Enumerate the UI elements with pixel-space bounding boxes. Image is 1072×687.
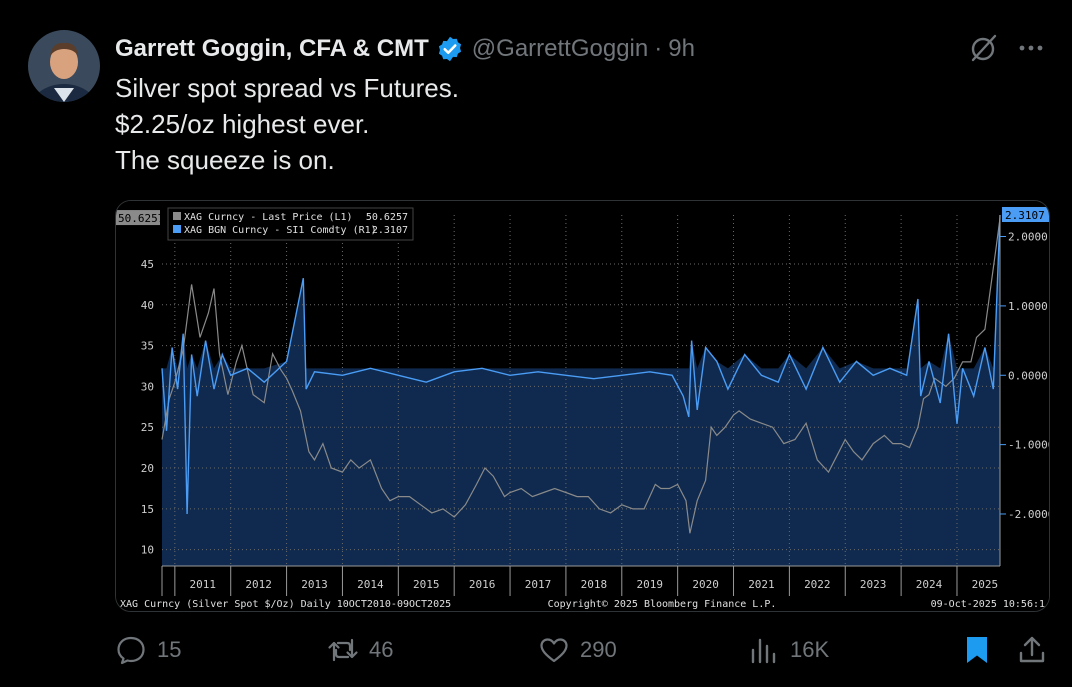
spread-area-fill <box>162 215 1000 566</box>
legend-swatch <box>173 225 181 233</box>
repost-button[interactable]: 46 <box>327 630 393 670</box>
left-value-badge-label: 50.6257 <box>118 212 164 225</box>
legend-entry-value: 2.3107 <box>372 225 408 236</box>
grok-icon[interactable] <box>968 32 1000 64</box>
footer-left-label: XAG Curncy (Silver Spot $/Oz) Daily 10OC… <box>120 599 451 610</box>
x-tick-label: 2014 <box>357 578 384 591</box>
left-tick-label: 25 <box>141 421 154 434</box>
author-avatar[interactable] <box>28 30 100 102</box>
author-name[interactable]: Garrett Goggin, CFA & CMT <box>115 35 429 62</box>
left-tick-label: 30 <box>141 380 154 393</box>
views-chart-icon <box>751 638 776 664</box>
right-tick-label: 1.0000 <box>1008 300 1048 313</box>
left-tick-label: 20 <box>141 462 154 475</box>
views-count: 16K <box>790 637 830 662</box>
avatar-image <box>28 30 100 102</box>
author-handle[interactable]: @GarrettGoggin <box>471 35 649 62</box>
x-tick-label: 2013 <box>301 578 328 591</box>
right-value-badge-label: 2.3107 <box>1005 209 1045 222</box>
repost-icon <box>328 638 358 662</box>
tweet-media-chart[interactable]: 1015202530354045-2.0000-1.00000.00001.00… <box>115 200 1050 612</box>
tweet-header: Garrett Goggin, CFA & CMT @GarrettGoggin… <box>115 32 695 66</box>
like-button[interactable]: 290 <box>538 630 617 670</box>
legend-swatch <box>173 212 181 220</box>
x-tick-label: 2025 <box>972 578 999 591</box>
legend-entry-value: 50.6257 <box>366 212 408 223</box>
x-tick-label: 2011 <box>190 578 217 591</box>
legend-entry-name: XAG BGN Curncy - SI1 Comdty (R1) <box>184 225 377 236</box>
left-tick-label: 45 <box>141 258 154 271</box>
right-value-badge <box>1002 207 1049 222</box>
legend-entry-name: XAG Curncy - Last Price (L1) <box>184 212 353 223</box>
repost-count: 46 <box>369 637 394 662</box>
reply-icon <box>117 636 145 665</box>
left-tick-label: 10 <box>141 544 154 557</box>
footer-copyright: Copyright© 2025 Bloomberg Finance L.P. <box>548 599 777 610</box>
views-button[interactable]: 16K <box>748 630 829 670</box>
x-tick-label: 2021 <box>748 578 775 591</box>
x-tick-label: 2019 <box>636 578 663 591</box>
x-tick-label: 2023 <box>860 578 887 591</box>
right-tick-label: 0.0000 <box>1008 369 1048 382</box>
x-tick-label: 2024 <box>916 578 943 591</box>
x-tick-label: 2017 <box>525 578 552 591</box>
x-tick-label: 2016 <box>469 578 496 591</box>
x-tick-label: 2015 <box>413 578 440 591</box>
series-line-last-price <box>161 218 1001 534</box>
x-tick-label: 2022 <box>804 578 831 591</box>
x-tick-label: 2020 <box>692 578 719 591</box>
like-count: 290 <box>580 637 617 662</box>
tweet-line: $2.25/oz highest ever. <box>115 109 370 139</box>
heart-icon <box>540 638 568 663</box>
tweet-line: The squeeze is on. <box>115 145 335 175</box>
bloomberg-chart: 1015202530354045-2.0000-1.00000.00001.00… <box>116 201 1049 611</box>
legend-box <box>167 207 414 241</box>
left-tick-label: 15 <box>141 503 154 516</box>
x-tick-label: 2018 <box>581 578 608 591</box>
bookmark-icon[interactable] <box>961 634 993 666</box>
verified-badge-icon[interactable] <box>436 35 464 63</box>
post-time[interactable]: 9h <box>668 35 695 62</box>
left-tick-label: 40 <box>141 299 154 312</box>
footer-right-timestamp: 09-Oct-2025 10:56:1 <box>931 599 1045 610</box>
more-options-icon[interactable] <box>1016 38 1046 58</box>
action-bar: 15 46 290 16K <box>0 630 1072 670</box>
right-tick-label: -1.0000 <box>1008 439 1049 452</box>
reply-count: 15 <box>157 637 182 662</box>
right-tick-label: 2.0000 <box>1008 231 1048 244</box>
share-icon[interactable] <box>1016 634 1048 666</box>
series-line-spread <box>161 214 1001 515</box>
tweet-line: Silver spot spread vs Futures. <box>115 73 459 103</box>
left-tick-label: 35 <box>141 340 154 353</box>
left-value-badge <box>116 210 160 226</box>
right-tick-label: -2.0000 <box>1008 508 1049 521</box>
reply-button[interactable]: 15 <box>115 630 181 670</box>
separator-dot: · <box>654 35 663 62</box>
x-tick-label: 2012 <box>245 578 272 591</box>
tweet-text: Silver spot spread vs Futures. $2.25/oz … <box>115 70 459 178</box>
